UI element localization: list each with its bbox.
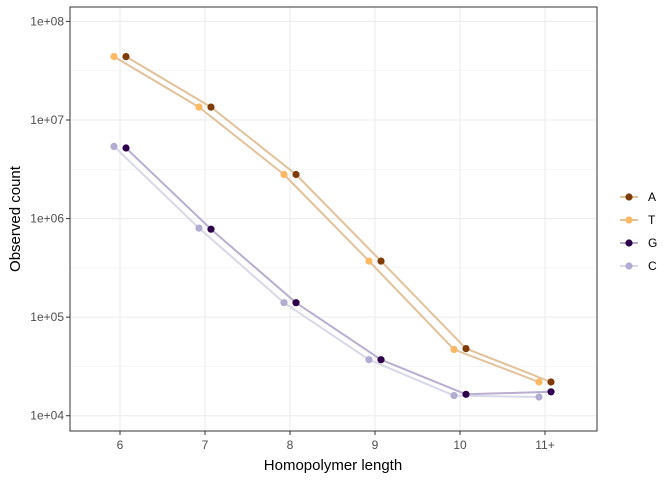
legend-label: T — [648, 213, 656, 227]
x-tick-label: 10 — [453, 438, 467, 452]
y-axis: 1e+04 1e+05 1e+06 1e+07 1e+08 — [30, 14, 70, 423]
data-point-A — [292, 170, 300, 179]
data-point-G — [292, 299, 300, 307]
y-tick-label: 1e+07 — [30, 113, 64, 127]
data-point-T — [110, 53, 118, 61]
series-line-G — [125, 147, 552, 396]
legend-label: A — [648, 190, 656, 204]
legend-item-C: C — [620, 259, 657, 273]
data-point-C — [195, 224, 203, 232]
legend-key-point — [625, 216, 633, 224]
legend-item-A: A — [620, 190, 656, 204]
legend-item-T: T — [620, 213, 656, 227]
legend-key-point — [625, 239, 633, 247]
series-line-A — [125, 55, 552, 383]
data-point-A — [547, 378, 555, 386]
y-tick-label: 1e+06 — [30, 212, 64, 226]
data-point-G — [377, 356, 385, 364]
x-axis: 6 7 8 9 10 11+ — [117, 431, 555, 452]
data-point-A — [462, 345, 470, 353]
x-tick-label: 9 — [372, 438, 379, 452]
y-tick-label: 1e+08 — [30, 14, 64, 28]
data-point-C — [450, 392, 458, 400]
data-point-C — [280, 299, 288, 307]
data-point-T — [535, 378, 543, 386]
y-axis-title: Observed count — [7, 165, 24, 272]
series-line-T — [113, 55, 540, 383]
x-axis-title: Homopolymer length — [264, 457, 402, 474]
data-point-G — [462, 390, 470, 398]
data-point-G — [122, 144, 130, 152]
data-point-T — [450, 345, 458, 354]
legend-item-G: G — [620, 236, 657, 250]
data-point-C — [110, 142, 118, 150]
major-gridlines — [70, 7, 597, 431]
data-point-C — [535, 393, 543, 401]
data-point-A — [122, 53, 130, 61]
series-points — [110, 53, 555, 401]
x-tick-label: 6 — [117, 438, 124, 452]
legend-label: C — [648, 259, 657, 273]
data-point-T — [365, 257, 373, 265]
x-tick-label: 11+ — [535, 438, 554, 452]
data-point-A — [207, 103, 215, 111]
y-tick-label: 1e+05 — [30, 310, 64, 324]
y-tick-label: 1e+04 — [30, 409, 64, 423]
legend-key-point — [625, 262, 633, 270]
legend-label: G — [648, 236, 657, 250]
data-point-T — [195, 103, 203, 111]
data-point-T — [280, 170, 288, 179]
data-point-G — [207, 225, 215, 233]
data-point-G — [547, 388, 555, 396]
legend-key-point — [625, 193, 633, 201]
x-tick-label: 7 — [202, 438, 209, 452]
data-point-C — [365, 356, 373, 364]
data-point-A — [377, 257, 385, 265]
x-tick-label: 8 — [287, 438, 294, 452]
